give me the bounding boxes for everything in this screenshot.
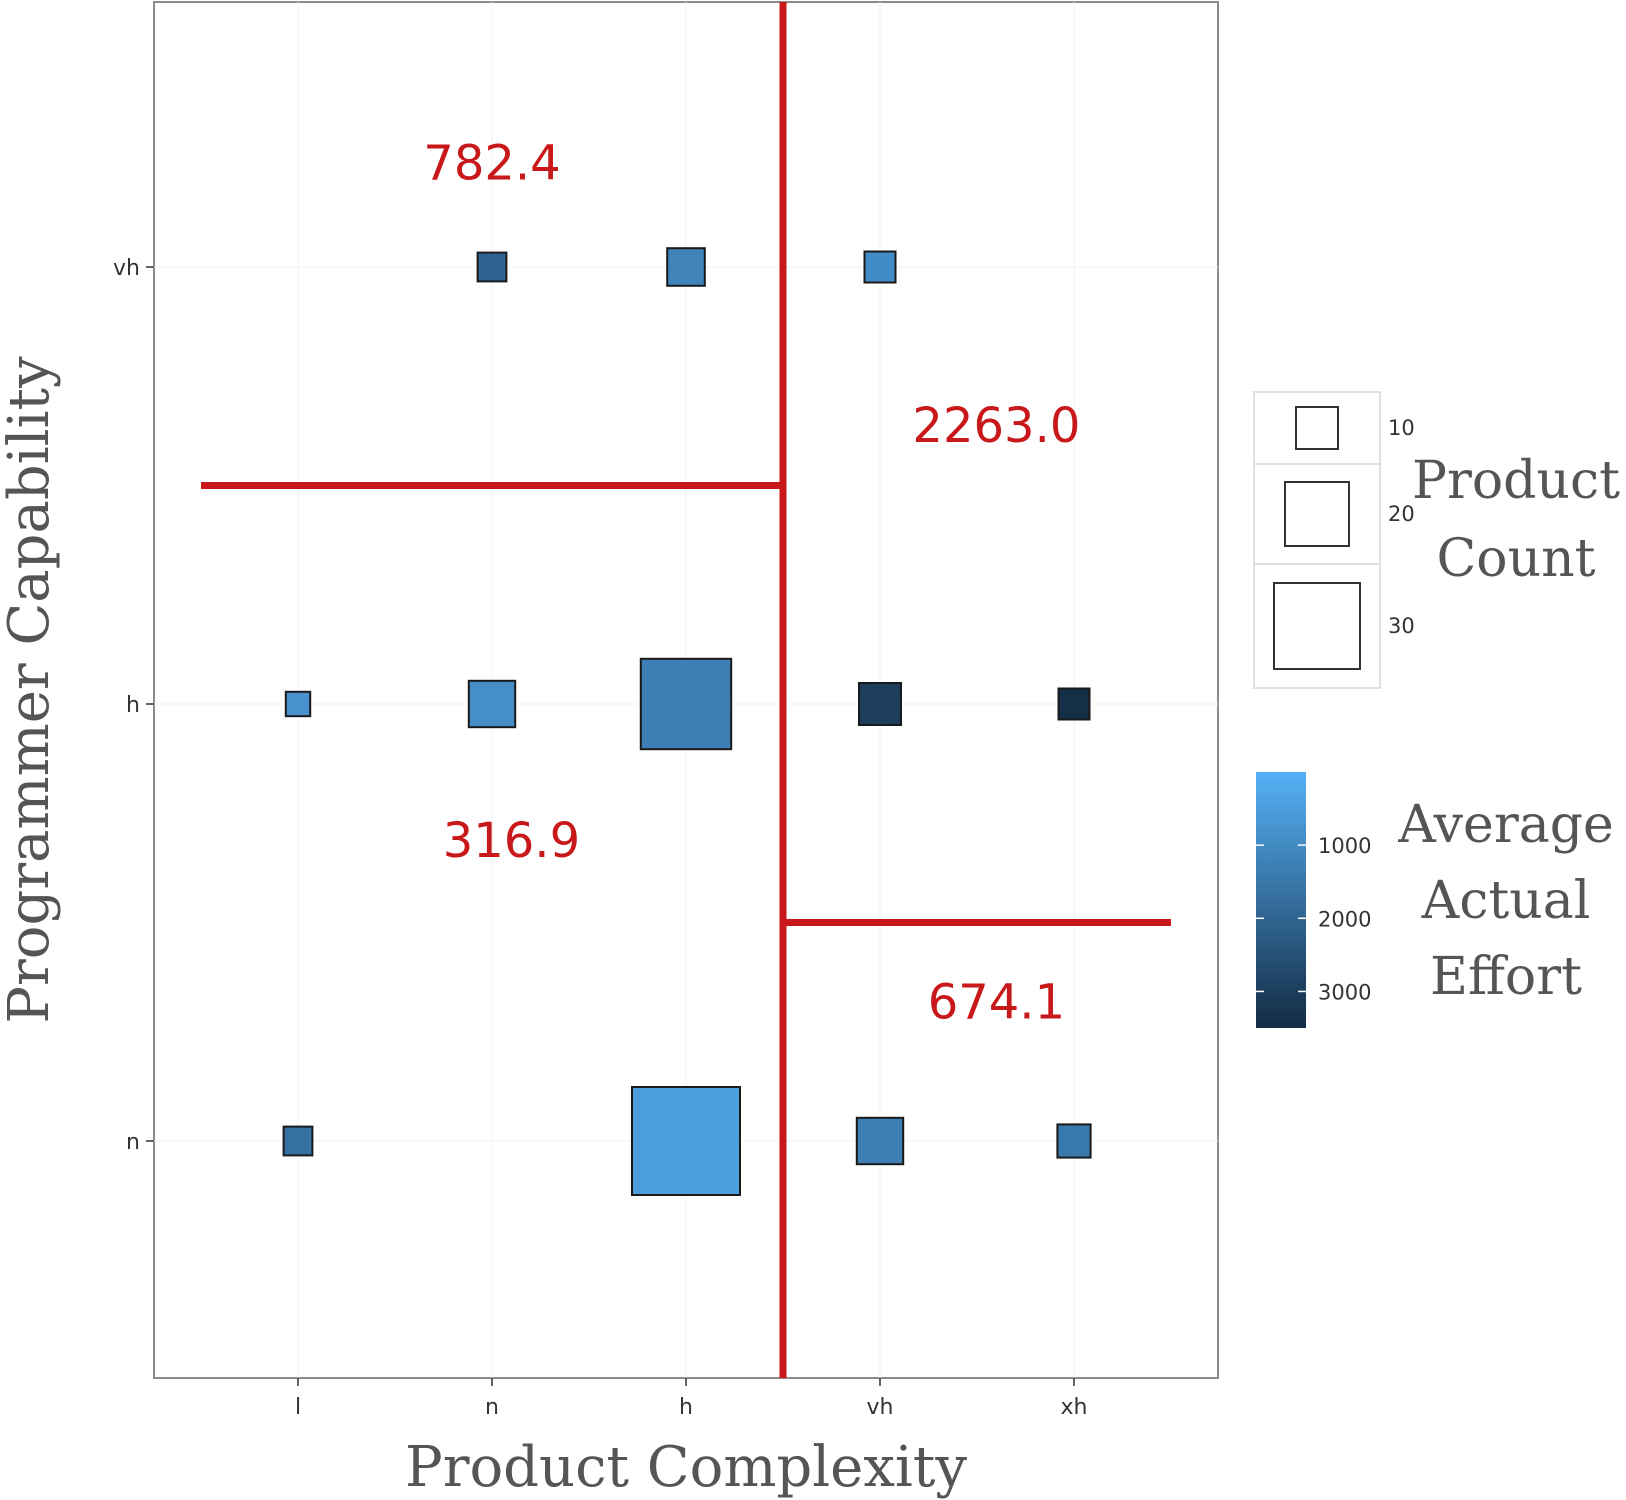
data-point [1056,1123,1092,1159]
data-point [639,657,733,751]
y-tick-label: n [126,1130,140,1155]
data-point [282,1125,314,1157]
data-point [1057,687,1091,721]
region-mean-label: 674.1 [928,975,1065,1031]
legend-size-swatch [1284,481,1350,547]
region-labels: 782.4 2263.0 316.9 674.1 [423,136,1080,1031]
legend-size-label: 10 [1388,416,1415,440]
y-axis-ticks: n h vh [113,256,154,1155]
x-tick-label: xh [1061,1395,1088,1420]
x-tick-label: vh [867,1395,894,1420]
legend-average-actual-effort: 1000 2000 3000 Average Actual Effort [1256,772,1614,1028]
y-tick-label: h [126,693,140,718]
legend-color-label: 1000 [1318,834,1371,858]
x-tick-label: n [485,1395,499,1420]
x-tick-label: l [295,1395,301,1420]
legend-size-swatch [1273,582,1361,670]
data-point [855,1116,905,1166]
legend-color-label: 3000 [1318,980,1371,1004]
region-mean-label: 316.9 [443,813,580,869]
region-mean-label: 782.4 [423,136,560,192]
legend-size-swatch [1295,406,1339,450]
data-point [631,1086,741,1196]
legend-size-title: Product [1412,451,1620,511]
data-point [666,247,706,287]
legend-size-label: 30 [1388,614,1415,638]
data-points [282,247,1092,1196]
x-axis-title: Product Complexity [405,1435,967,1500]
data-point [467,679,517,729]
data-point [863,250,897,284]
x-axis-ticks: l n h vh xh [295,1378,1088,1420]
legend-color-title: Effort [1430,947,1582,1007]
region-mean-label: 2263.0 [912,398,1080,454]
legend-size-label: 20 [1388,502,1415,526]
x-tick-label: h [679,1395,693,1420]
legend-color-label: 2000 [1318,907,1371,931]
y-tick-label: vh [113,256,140,281]
legend-color-title: Average [1397,795,1614,855]
data-point [476,251,508,283]
legend-color-bar [1256,772,1306,1028]
data-point [284,690,312,718]
legend-product-count: 10 20 30 Product Count [1253,391,1620,689]
legend-color-title: Actual [1421,871,1591,931]
legend-size-title: Count [1437,529,1596,589]
y-axis-title: Programmer Capability [0,356,62,1024]
split-lines [201,2,1171,1378]
data-point [858,682,902,726]
